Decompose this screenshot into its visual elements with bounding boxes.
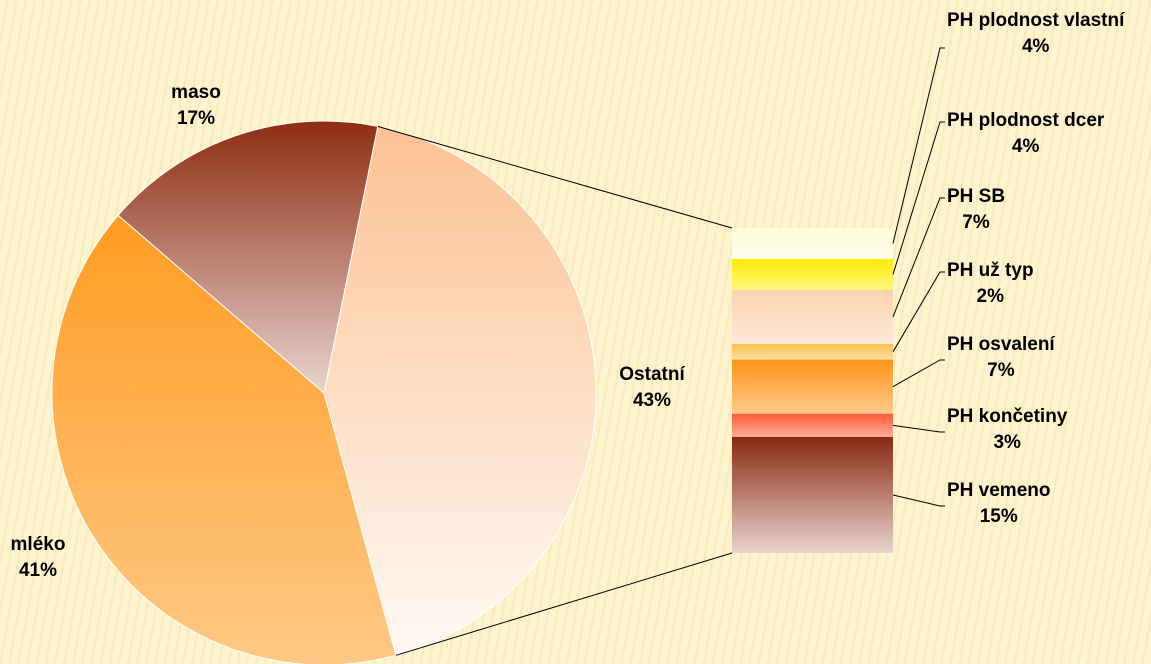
value-label: 41% xyxy=(18,560,58,581)
category-label: PH osvalení xyxy=(947,334,1055,355)
bar-label: PH už typ 2% xyxy=(947,258,1034,310)
category-label: PH vemeno xyxy=(947,480,1051,501)
value-label: 7% xyxy=(962,212,990,233)
pie-slice xyxy=(323,125,597,656)
bar-segment xyxy=(732,359,893,414)
connector xyxy=(395,552,733,656)
category-label: maso xyxy=(171,82,221,103)
category-label: PH končetiny xyxy=(947,406,1068,427)
value-label: 15% xyxy=(979,506,1018,527)
bar-segment xyxy=(732,289,893,345)
value-label: 7% xyxy=(987,360,1015,381)
bar-label: PH vemeno 15% xyxy=(947,478,1050,530)
pie-label: maso 17% xyxy=(96,80,296,132)
category-label: PH plodnost vlastní xyxy=(947,10,1125,31)
bar-segment xyxy=(732,413,893,437)
value-label: 17% xyxy=(176,108,216,129)
bar-label: PH osvalení 7% xyxy=(947,332,1055,384)
leader-line xyxy=(892,359,945,388)
bar-label: PH končetiny 3% xyxy=(947,404,1067,456)
value-label: 4% xyxy=(1021,36,1050,57)
bar-label: PH plodnost vlastní 4% xyxy=(947,8,1124,60)
bar-label: PH SB 7% xyxy=(947,184,1005,236)
bar-segment xyxy=(732,228,893,259)
pie-slice xyxy=(117,120,379,394)
value-label: 2% xyxy=(976,286,1005,307)
leader-line xyxy=(892,271,945,353)
connector xyxy=(377,125,733,229)
leader-line xyxy=(892,424,945,433)
value-label: 4% xyxy=(1011,136,1040,157)
bar-label: PH plodnost dcer 4% xyxy=(947,108,1104,160)
leader-line xyxy=(892,121,945,275)
leader-line xyxy=(892,47,945,244)
bar-segment xyxy=(732,344,893,360)
bar-segment xyxy=(732,258,893,290)
category-label: mléko xyxy=(10,534,66,555)
category-label: PH už typ xyxy=(947,260,1034,281)
category-label: PH SB xyxy=(947,186,1006,207)
bar-segment xyxy=(732,436,893,553)
category-label: Ostatní xyxy=(619,364,685,385)
value-label: 43% xyxy=(632,390,672,411)
pie-label: Ostatní 43% xyxy=(552,362,752,414)
category-label: PH plodnost dcer xyxy=(947,110,1105,131)
leader-line xyxy=(892,197,945,318)
leader-line xyxy=(892,494,945,507)
value-label: 3% xyxy=(993,432,1021,453)
pie-label: mléko 41% xyxy=(0,532,138,584)
